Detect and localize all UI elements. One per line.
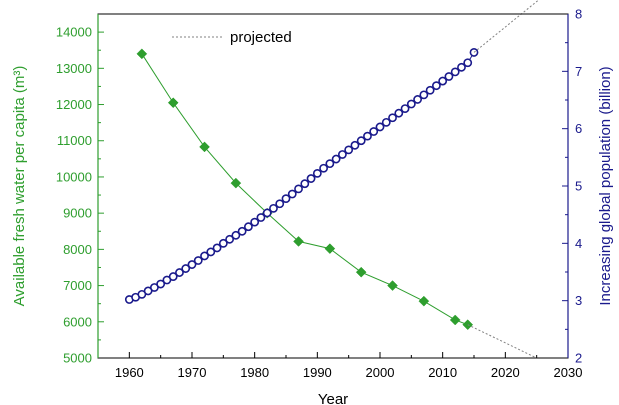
population-point [281, 194, 291, 204]
population-point [250, 217, 260, 227]
population-point [156, 279, 166, 289]
water-point [387, 280, 398, 291]
population-point [425, 85, 435, 95]
x-tick-label: 2030 [554, 365, 583, 380]
population-point [350, 140, 360, 150]
population-point [187, 260, 197, 269]
right-y-tick-label: 2 [575, 351, 582, 366]
population-point [212, 243, 222, 253]
population-point [356, 136, 366, 146]
population-point [175, 268, 184, 277]
x-tick-label: 2000 [366, 365, 395, 380]
water-line [141, 53, 468, 326]
right-axis-title: Increasing global population (billion) [597, 66, 614, 305]
population-point [312, 168, 322, 178]
x-axis-title: Year [318, 391, 348, 405]
population-point [193, 256, 203, 265]
tick-layer: 1960 1970 1980 1990 2000 2010 2020 2030 5000 6000… [56, 7, 583, 381]
water-projected-line [467, 324, 537, 359]
population-point [243, 222, 253, 232]
left-y-tick-label: 5000 [63, 351, 92, 366]
x-tick-label: 2010 [428, 365, 457, 380]
x-tick-label: 1960 [115, 365, 144, 380]
left-y-tick-label: 14000 [56, 25, 92, 40]
population-point [419, 90, 429, 100]
population-point [206, 247, 216, 257]
right-y-tick-label: 4 [575, 236, 582, 251]
left-y-tick-label: 13000 [56, 61, 92, 76]
water-point [199, 141, 210, 153]
left-y-tick-label: 8000 [63, 242, 92, 257]
population-point [450, 67, 460, 77]
x-tick-label: 1990 [303, 365, 332, 380]
water-point [355, 266, 367, 278]
water-point [324, 243, 336, 254]
right-y-tick-label: 6 [575, 121, 582, 136]
population-point [469, 48, 479, 57]
plot-frame [97, 13, 569, 359]
population-point [400, 104, 410, 113]
population-point [438, 76, 448, 86]
water-point [293, 236, 304, 247]
population-point [218, 238, 228, 248]
population-point [168, 272, 178, 281]
population-point [444, 72, 454, 81]
water-point [449, 314, 461, 326]
population-point [463, 58, 473, 68]
population-point [275, 199, 285, 209]
population-point [381, 117, 391, 127]
population-point [225, 234, 234, 244]
population-point [269, 203, 278, 213]
population-point [231, 230, 241, 240]
population-point [413, 95, 422, 104]
population-point [294, 184, 303, 194]
legend-projected-label: projected [230, 29, 292, 46]
right-y-tick-label: 8 [575, 7, 582, 22]
left-y-tick-label: 11000 [57, 133, 92, 148]
population-projected-line [473, 0, 540, 53]
population-point [363, 131, 372, 141]
population-point [200, 251, 209, 261]
population-point [287, 189, 297, 199]
population-point [406, 99, 416, 109]
water-point [418, 295, 430, 307]
population-point [457, 62, 466, 72]
population-point [331, 154, 341, 164]
left-y-tick-label: 7000 [63, 278, 92, 293]
population-line [129, 52, 475, 300]
population-point [431, 81, 441, 91]
population-point [394, 108, 404, 118]
water-point [136, 48, 148, 60]
series-layer [124, 0, 540, 359]
right-y-tick-label: 5 [575, 179, 582, 194]
x-tick-label: 1980 [240, 365, 269, 380]
population-point [262, 208, 272, 218]
left-axis-title: Available fresh water per capita (m³) [11, 66, 28, 307]
population-point [344, 145, 354, 155]
water-point [167, 97, 179, 109]
left-y-tick-label: 9000 [63, 206, 92, 221]
population-point [237, 226, 247, 236]
population-point [369, 127, 379, 136]
population-point [300, 179, 310, 189]
right-y-tick-label: 7 [575, 64, 582, 79]
legend: projected [172, 29, 292, 46]
left-y-tick-label: 6000 [63, 314, 92, 329]
left-y-tick-label: 12000 [56, 97, 92, 112]
x-tick-label: 1970 [178, 365, 207, 380]
population-point [325, 159, 335, 169]
population-point [181, 264, 191, 273]
right-y-tick-label: 3 [575, 293, 582, 308]
population-point [337, 150, 347, 159]
left-y-tick-label: 10000 [56, 169, 92, 184]
population-point [388, 113, 397, 123]
water-point [230, 177, 242, 189]
population-point [375, 122, 385, 132]
population-point [319, 163, 328, 173]
population-point [306, 174, 316, 183]
population-point [256, 213, 266, 222]
x-tick-label: 2020 [491, 365, 520, 380]
